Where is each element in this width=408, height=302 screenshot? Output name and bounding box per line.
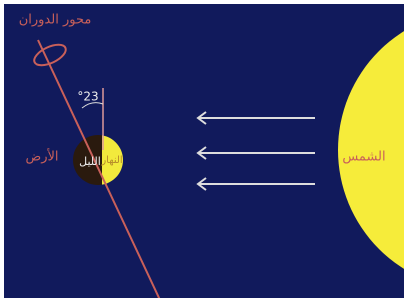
angle-label: °23	[77, 90, 98, 104]
night-label: الليل	[79, 155, 101, 168]
page: محور الدوران °23 الأرض الليل النهار الشم…	[0, 0, 408, 302]
axis-label: محور الدوران	[19, 13, 92, 28]
sun-label: الشمس	[342, 150, 385, 165]
diagram: محور الدوران °23 الأرض الليل النهار الشم…	[0, 0, 408, 302]
day-label: النهار	[100, 155, 122, 166]
earth-label: الأرض	[25, 148, 58, 165]
